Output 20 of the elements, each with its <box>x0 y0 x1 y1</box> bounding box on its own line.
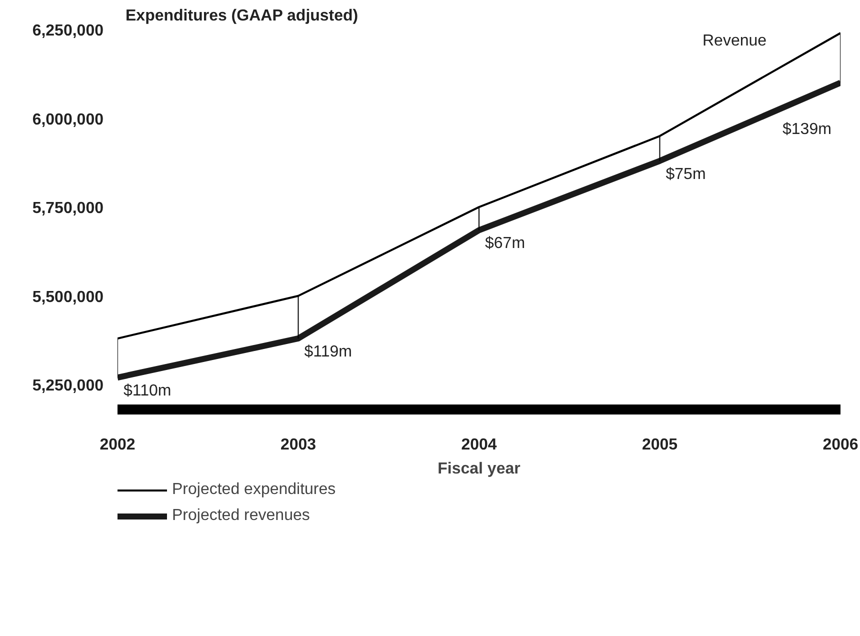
x-tick-label: 2006 <box>822 436 858 454</box>
annotation: $67m <box>485 235 526 252</box>
legend-label: Projected expenditures <box>172 481 336 499</box>
annotation: $110m <box>124 382 172 400</box>
y-axis-title: Expenditures (GAAP adjusted) <box>126 8 358 24</box>
annotation: $75m <box>666 166 706 183</box>
legend-label: Projected revenues <box>172 507 310 525</box>
x-tick-label: 2004 <box>461 436 497 454</box>
x-tick-label: 2005 <box>642 436 678 454</box>
annotation: $119m <box>304 343 352 360</box>
annotation: Revenue <box>702 32 767 50</box>
y-tick-label: 5,750,000 <box>32 200 104 218</box>
y-tick-label: 5,500,000 <box>32 288 104 306</box>
x-axis-title: Fiscal year <box>438 460 520 478</box>
x-tick-label: 2002 <box>100 436 136 454</box>
y-tick-label: 6,250,000 <box>32 22 104 40</box>
x-tick-label: 2003 <box>280 436 316 454</box>
y-tick-label: 5,250,000 <box>32 378 104 395</box>
y-tick-label: 6,000,000 <box>32 111 104 128</box>
annotation: $139m <box>782 120 832 138</box>
